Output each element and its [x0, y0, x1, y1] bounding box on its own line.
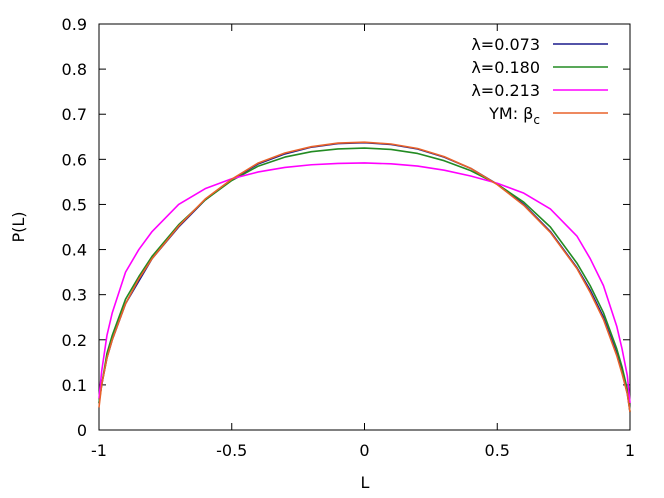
y-tick-label: 0: [77, 421, 87, 440]
legend-label-0: λ=0.073: [471, 35, 540, 54]
x-tick-label: 1: [625, 441, 635, 460]
x-tick-label: -1: [91, 441, 107, 460]
y-axis: 0 0.1 0.2 0.3 0.4 0.5 0.6 0.7 0.8 0.9: [62, 15, 630, 440]
y-axis-label: P(L): [9, 211, 28, 242]
y-tick-label: 0.6: [62, 150, 87, 169]
x-axis: -1 -0.5 0 0.5 1: [91, 24, 635, 460]
legend-label-3: YM: βc: [488, 104, 540, 127]
y-tick-label: 0.7: [62, 105, 87, 124]
x-tick-label: 0.5: [485, 441, 510, 460]
y-tick-label: 0.4: [62, 241, 87, 260]
y-tick-label: 0.8: [62, 60, 87, 79]
series-line-3: [98, 141, 631, 413]
series-line-1: [98, 147, 631, 413]
y-tick-label: 0.3: [62, 286, 87, 305]
x-tick-label: 0: [359, 441, 369, 460]
legend-label-2: λ=0.213: [471, 81, 540, 100]
y-tick-label: 0.5: [62, 195, 87, 214]
x-axis-label: L: [361, 473, 370, 492]
legend: λ=0.073 λ=0.180 λ=0.213 YM: βc: [471, 35, 608, 127]
series-line-0: [98, 141, 631, 413]
series-lines: [98, 141, 631, 413]
y-tick-label: 0.9: [62, 15, 87, 34]
y-tick-label: 0.1: [62, 376, 87, 395]
series-line-2: [98, 162, 631, 404]
legend-label-1: λ=0.180: [471, 58, 540, 77]
y-tick-label: 0.2: [62, 331, 87, 350]
x-tick-label: -0.5: [216, 441, 247, 460]
legend-label-subscript: c: [533, 113, 540, 127]
